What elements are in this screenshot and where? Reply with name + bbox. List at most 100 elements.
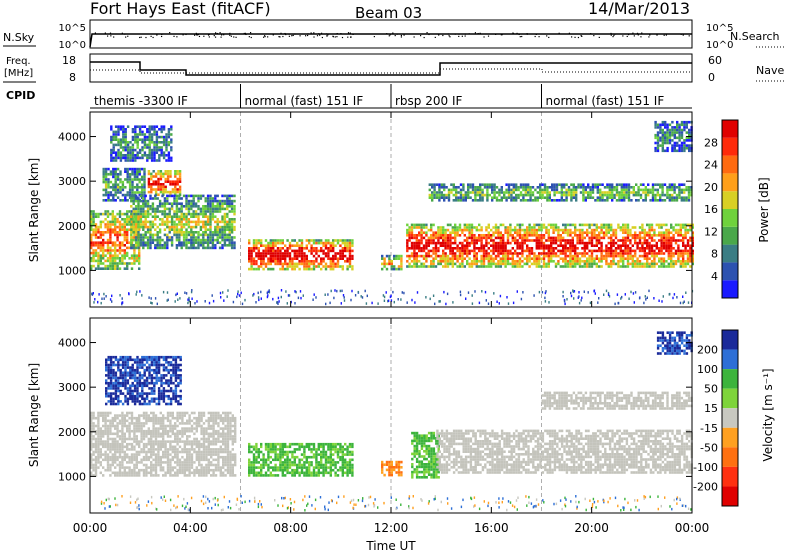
echo-cell bbox=[90, 257, 93, 260]
echo-cell bbox=[439, 260, 442, 263]
echo-cell bbox=[442, 260, 445, 263]
echo-cell bbox=[211, 233, 215, 237]
echo-cell bbox=[658, 223, 661, 227]
echo-cell bbox=[92, 424, 95, 428]
echo-cell bbox=[97, 244, 100, 247]
noise-cell bbox=[364, 289, 366, 293]
echo-cell bbox=[655, 234, 658, 237]
echo-cell bbox=[119, 178, 122, 181]
echo-cell bbox=[639, 196, 643, 199]
echo-cell bbox=[540, 241, 543, 245]
echo-cell bbox=[431, 193, 434, 197]
echo-cell bbox=[114, 455, 117, 459]
echo-cell bbox=[199, 244, 203, 247]
echo-cell bbox=[169, 172, 172, 176]
echo-cell bbox=[158, 228, 162, 231]
echo-cell bbox=[161, 220, 164, 224]
echo-cell bbox=[123, 251, 126, 255]
echo-cell bbox=[557, 254, 560, 258]
echo-cell bbox=[553, 188, 556, 192]
echo-cell bbox=[535, 239, 538, 242]
echo-cell bbox=[388, 254, 391, 258]
echo-cell bbox=[666, 196, 669, 199]
nsky-dot bbox=[310, 32, 312, 34]
echo-cell bbox=[131, 146, 135, 149]
echo-cell bbox=[495, 191, 499, 194]
echo-cell bbox=[483, 186, 487, 189]
echo-cell bbox=[140, 186, 144, 189]
echo-cell bbox=[590, 249, 594, 253]
echo-cell bbox=[656, 191, 659, 194]
nsky-dot bbox=[305, 35, 307, 37]
echo-cell bbox=[481, 188, 484, 192]
nsky-dot bbox=[612, 35, 614, 38]
echo-cell bbox=[536, 199, 539, 202]
echo-cell bbox=[583, 260, 586, 263]
echo-cell bbox=[226, 202, 229, 205]
echo-cell bbox=[170, 225, 174, 229]
noise-cell bbox=[443, 290, 445, 294]
echo-cell bbox=[97, 212, 100, 216]
echo-cell bbox=[442, 234, 445, 237]
echo-cell bbox=[99, 259, 102, 263]
echo-cell bbox=[535, 247, 538, 250]
echo-cell bbox=[178, 241, 181, 244]
noise-cell bbox=[644, 295, 646, 298]
echo-cell bbox=[503, 191, 506, 194]
echo-cell bbox=[449, 247, 452, 250]
echo-cell bbox=[492, 257, 495, 260]
noise-cell bbox=[237, 290, 239, 293]
echo-cell bbox=[650, 226, 654, 229]
echo-cell bbox=[111, 264, 114, 268]
echo-cell bbox=[124, 143, 127, 147]
echo-cell bbox=[420, 226, 423, 229]
echo-cell bbox=[130, 257, 134, 260]
noise-cell bbox=[682, 295, 684, 298]
nsky-dot bbox=[213, 35, 215, 37]
echo-cell bbox=[144, 215, 147, 218]
echo-cell bbox=[158, 146, 161, 149]
echo-cell bbox=[286, 265, 289, 268]
echo-cell bbox=[514, 231, 517, 234]
echo-cell bbox=[650, 249, 654, 253]
echo-cell bbox=[162, 175, 165, 178]
echo-cell bbox=[679, 252, 682, 255]
echo-cell bbox=[112, 148, 115, 152]
echo-cell bbox=[663, 199, 667, 202]
echo-cell bbox=[665, 223, 668, 227]
echo-cell bbox=[466, 244, 469, 247]
echo-cell bbox=[473, 247, 476, 250]
echo-cell bbox=[665, 265, 668, 268]
echo-cell bbox=[336, 260, 340, 263]
echo-cell bbox=[329, 247, 332, 250]
echo-cell bbox=[130, 218, 133, 221]
echo-cell bbox=[121, 223, 124, 226]
echo-cell bbox=[480, 228, 483, 232]
echo-cell bbox=[150, 125, 154, 128]
echo-cell bbox=[230, 205, 234, 208]
echo-cell bbox=[165, 159, 168, 162]
echo-cell bbox=[126, 154, 130, 157]
echo-cell bbox=[497, 234, 500, 237]
echo-cell bbox=[187, 194, 191, 198]
echo-cell bbox=[317, 262, 320, 266]
echo-cell bbox=[666, 126, 669, 129]
echo-cell bbox=[173, 225, 176, 229]
echo-cell bbox=[130, 194, 133, 198]
echo-cell bbox=[269, 257, 272, 260]
echo-cell bbox=[413, 260, 416, 263]
echo-cell bbox=[134, 154, 137, 157]
echo-cell bbox=[104, 264, 107, 268]
echo-cell bbox=[502, 249, 505, 253]
nsky-dot bbox=[516, 32, 518, 35]
echo-cell bbox=[427, 241, 430, 245]
echo-cell bbox=[272, 267, 275, 271]
echo-cell bbox=[570, 191, 573, 194]
echo-cell bbox=[126, 442, 129, 446]
echo-cell bbox=[324, 267, 328, 271]
echo-cell bbox=[121, 228, 124, 231]
echo-cell bbox=[97, 228, 100, 231]
echo-cell bbox=[683, 149, 686, 153]
echo-cell bbox=[111, 453, 114, 456]
echo-cell bbox=[656, 136, 660, 140]
